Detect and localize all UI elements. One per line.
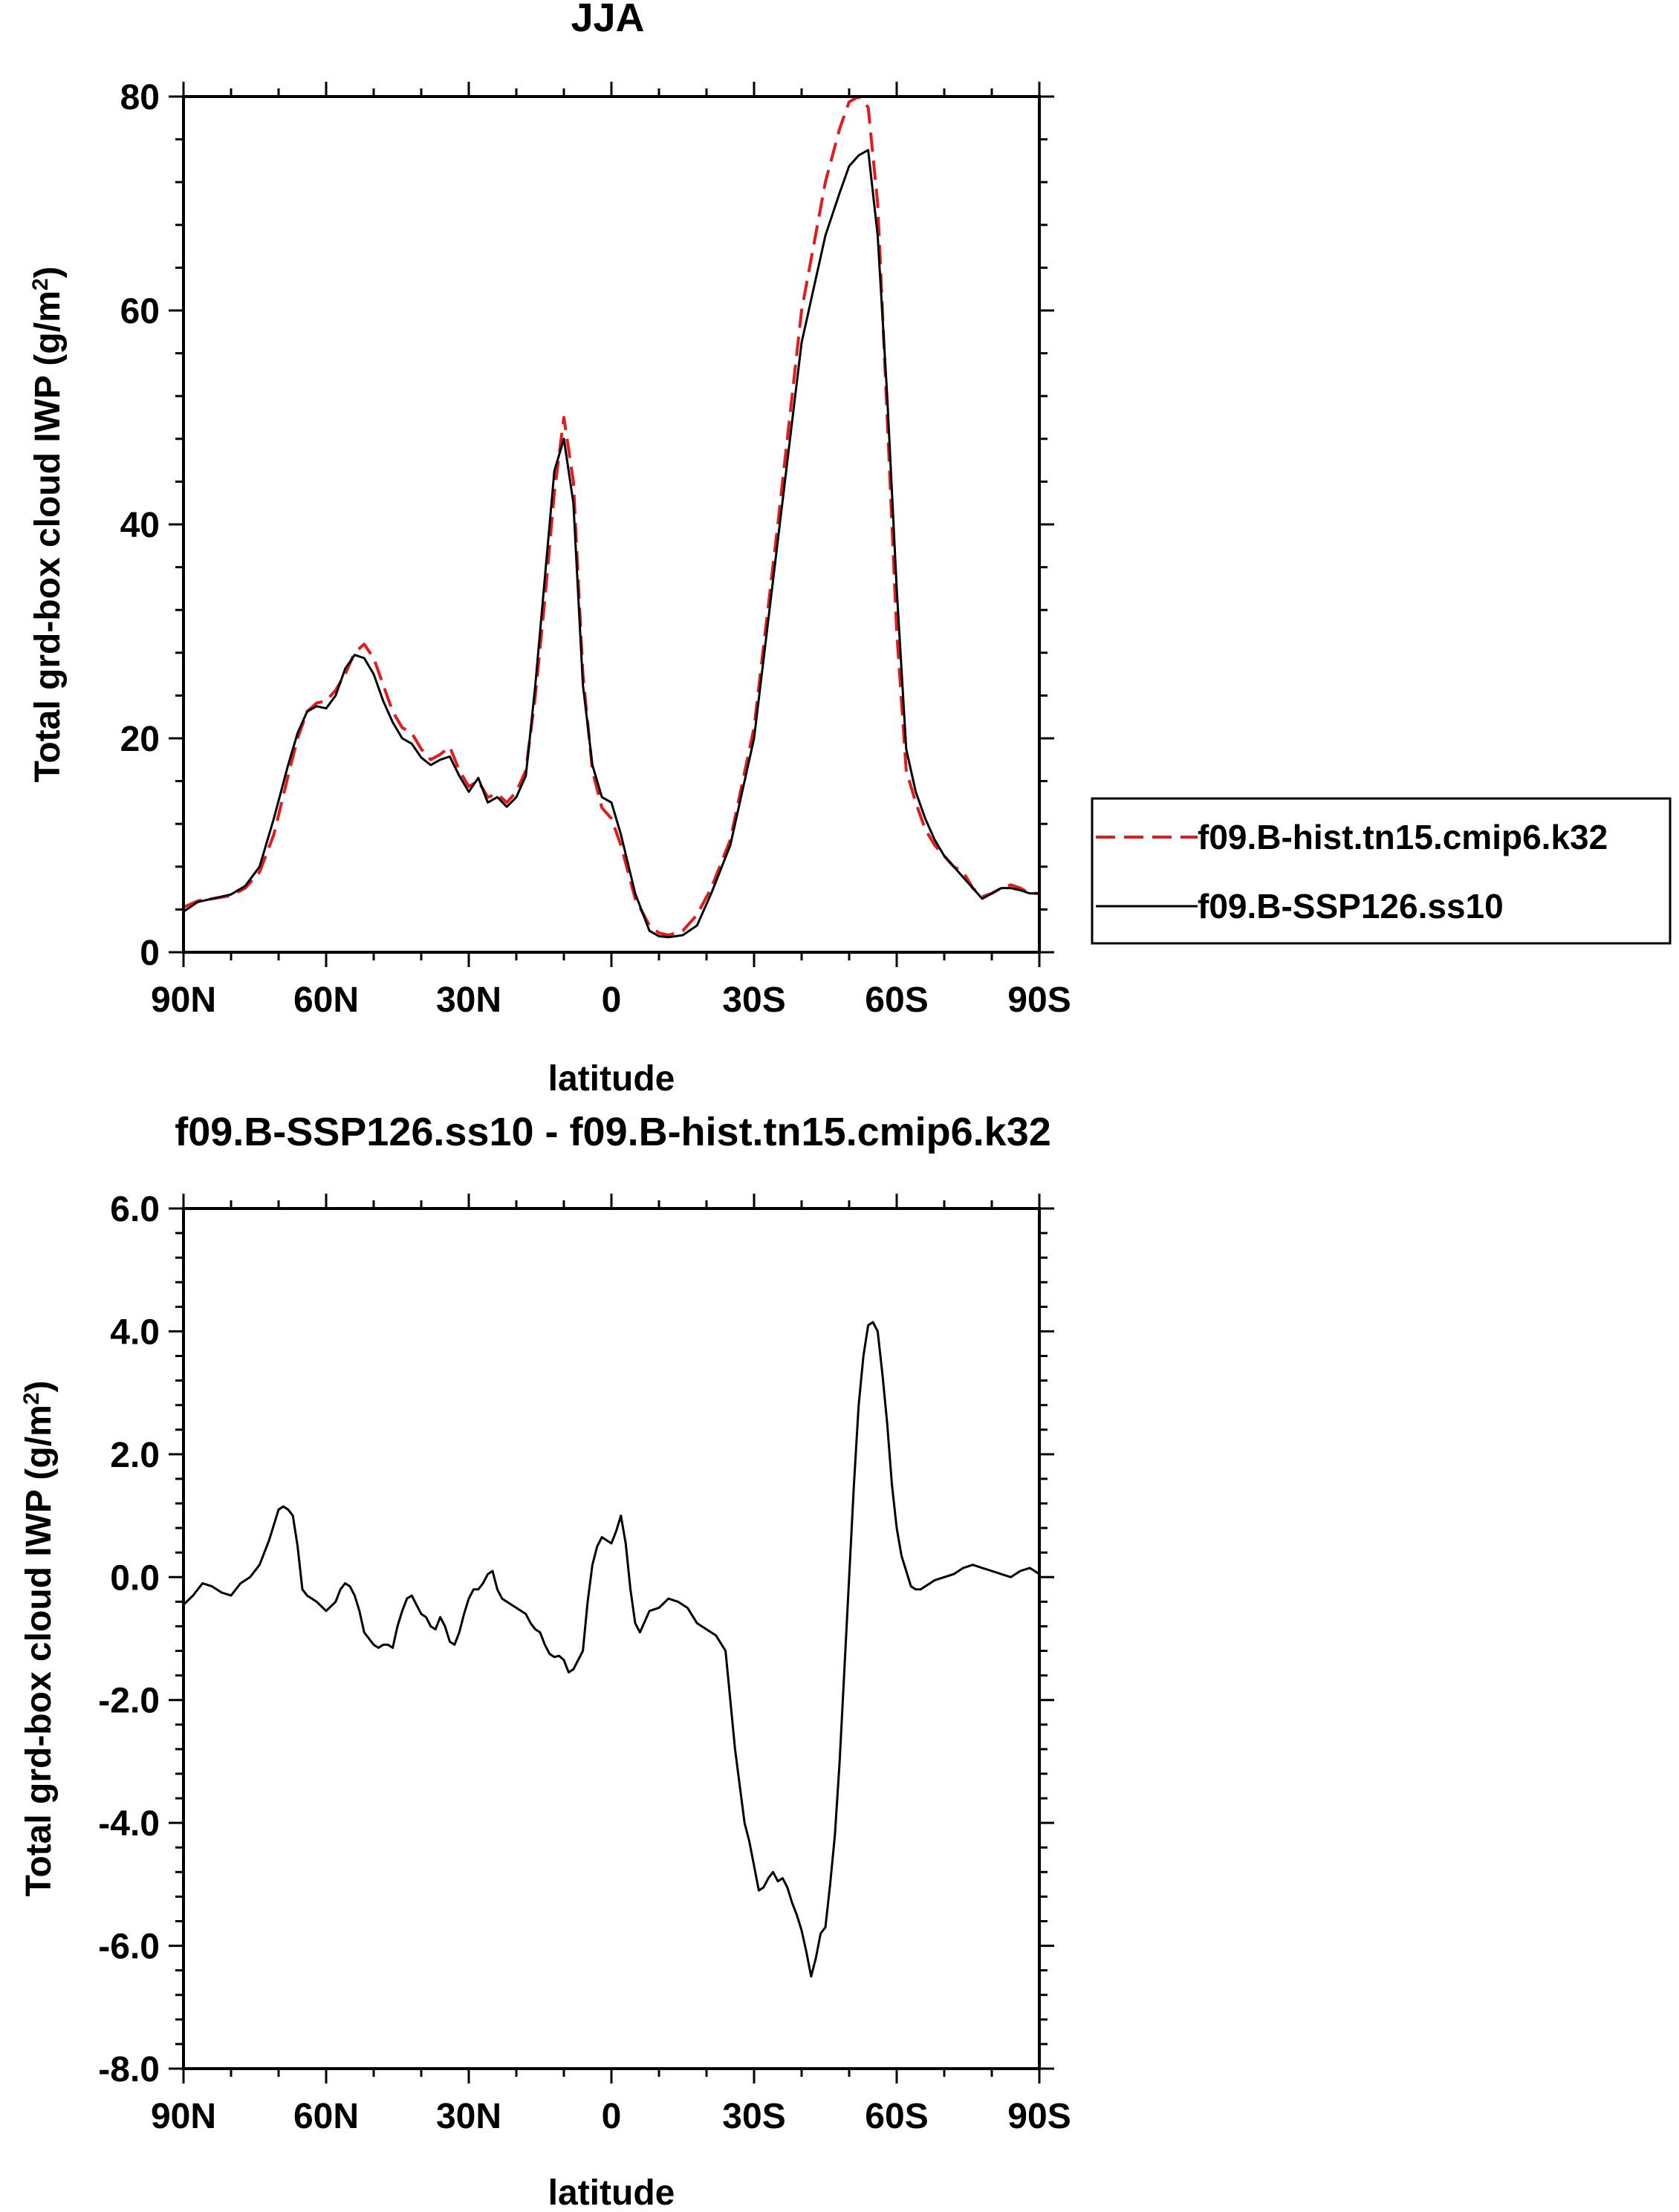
legend-box [1091,797,1672,945]
x-tick-label: 60S [865,980,928,1020]
y-tick-label: 6.0 [110,1190,160,1229]
series-line-0 [182,1321,1040,1978]
panel-bottom: f09.B-SSP126.ss10 - f09.B-hist.tn15.cmip… [19,1110,1071,2212]
x-tick-label: 60N [293,2097,359,2136]
x-tick-label: 60N [293,980,359,1020]
plot-frame [182,1207,1041,2070]
plot-frame [182,95,1041,954]
legend-label-ssp126: f09.B-SSP126.ss10 [1198,887,1504,926]
x-tick-label: 30N [436,980,501,1020]
x-axis-label: latitude [548,2173,675,2212]
x-tick-label: 90N [151,980,216,1020]
x-axis-label: latitude [548,1059,675,1099]
chart-title: JJA [571,0,644,40]
x-tick-label: 90S [1007,2097,1071,2136]
y-tick-label: -2.0 [98,1682,160,1721]
x-tick-label: 30N [436,2097,501,2136]
x-tick-label: 90N [151,2097,216,2136]
chart-title: f09.B-SSP126.ss10 - f09.B-hist.tn15.cmip… [175,1110,1051,1154]
x-tick-label: 60S [865,2097,928,2136]
y-tick-label: -4.0 [98,1804,160,1844]
y-tick-label: 4.0 [110,1312,160,1352]
y-tick-label: -6.0 [98,1928,160,1967]
series-line-1 [183,149,1039,939]
y-axis-label: Total grd-box cloud IWP (g/m2) [28,267,68,783]
legend-label-hist: f09.B-hist.tn15.cmip6.k32 [1198,818,1608,856]
y-tick-label: 0.0 [110,1558,160,1598]
y-tick-label: 0 [140,934,160,973]
x-tick-label: 90S [1007,980,1071,1020]
x-tick-label: 0 [602,980,622,1020]
y-tick-label: 40 [120,506,160,545]
legend: f09.B-hist.tn15.cmip6.k32 f09.B-SSP126.s… [1091,797,1672,945]
y-tick-label: 2.0 [110,1436,160,1475]
y-axis-label: Total grd-box cloud IWP (g/m2) [19,1381,59,1897]
y-tick-label: 20 [120,720,160,759]
x-tick-label: 30S [722,2097,785,2136]
x-tick-label: 30S [722,980,785,1020]
series-line-0 [183,95,1039,937]
panel-top: JJA 90N 60N 30N 0 30S 60S 90S 0 20 40 60 80 latitud… [28,0,1672,1099]
x-tick-label: 0 [602,2097,622,2136]
y-tick-label: 80 [120,78,160,117]
y-tick-label: -8.0 [98,2050,160,2089]
y-tick-label: 60 [120,292,160,331]
